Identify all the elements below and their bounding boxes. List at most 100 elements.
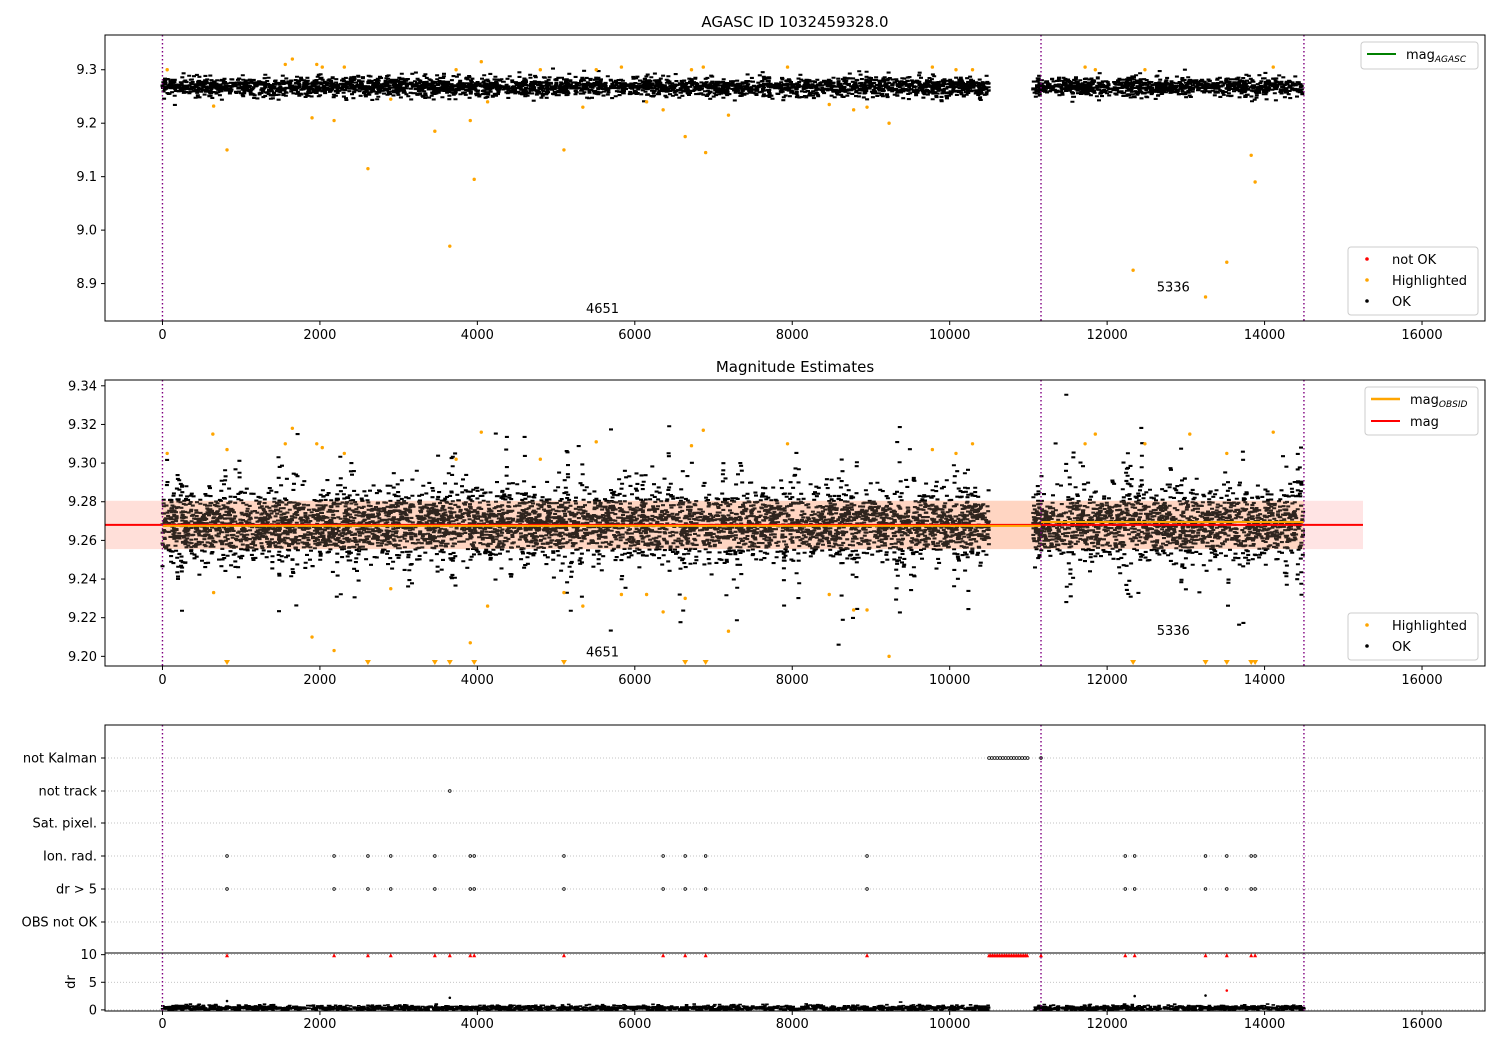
highlighted-point — [1271, 65, 1275, 69]
legend-marker — [1365, 299, 1369, 303]
below-limit-marker — [1248, 660, 1255, 665]
highlighted-point — [1203, 295, 1208, 299]
flag-point — [448, 789, 452, 793]
x-tick-label: 6000 — [618, 673, 651, 688]
highlighted-point — [851, 108, 856, 112]
legend-label: mag — [1410, 415, 1439, 430]
highlighted-point — [1225, 451, 1229, 456]
y-axis: 0 5 10 — [80, 948, 105, 1018]
legend-label: Highlighted — [1392, 619, 1467, 634]
dr-gridlines — [105, 954, 1485, 1011]
highlighted-point — [661, 610, 665, 614]
dr-clipped-marker — [447, 953, 452, 958]
dr-clipped-markers — [225, 953, 1258, 958]
flag-point — [562, 854, 566, 858]
flag-point — [1203, 887, 1208, 891]
highlighted-points — [165, 57, 1275, 299]
highlighted-point — [472, 177, 476, 182]
dr-clipped-marker — [683, 953, 688, 958]
x-tick-label: 2000 — [303, 1017, 336, 1032]
below-limit-marker — [1223, 660, 1230, 665]
y-tick-label: 9.26 — [68, 534, 97, 549]
highlighted-point — [1093, 432, 1098, 436]
highlighted-point — [454, 457, 458, 461]
highlighted-point — [332, 648, 336, 653]
x-tick-label: 8000 — [776, 673, 809, 688]
x-tick-label: 0 — [158, 673, 166, 688]
highlighted-point — [485, 100, 490, 104]
highlighted-point — [954, 68, 958, 72]
x-tick-label: 6000 — [618, 328, 651, 343]
flag-point — [366, 854, 370, 858]
obsid-boundaries — [161, 725, 1305, 953]
highlighted-point — [1225, 260, 1229, 264]
highlighted-point — [954, 451, 958, 456]
dr-outlier — [1225, 989, 1229, 992]
flag-point — [1249, 887, 1253, 891]
flag-labels: not Kalman not track Sat. pixel. Ion. rad. d… — [22, 752, 105, 931]
highlighted-point — [366, 166, 370, 171]
flag-point — [1253, 887, 1257, 891]
flag-point — [703, 854, 708, 858]
highlighted-point — [1253, 180, 1257, 184]
y-tick-label: 9.22 — [68, 611, 97, 626]
y-tick-label: 9.1 — [76, 170, 97, 185]
below-limit-marker — [446, 660, 453, 665]
highlighted-point — [310, 116, 314, 120]
highlighted-point — [619, 592, 624, 597]
y-axis: 8.9 9.0 9.1 9.2 9.3 — [76, 63, 105, 292]
highlighted-point — [865, 105, 869, 109]
x-tick-label: 6000 — [618, 1017, 651, 1032]
x-tick-label: 10000 — [929, 328, 970, 343]
dr-clipped-marker — [561, 953, 566, 958]
legend-label: Highlighted — [1392, 274, 1467, 289]
flag-point — [332, 887, 336, 891]
highlighted-point — [726, 113, 731, 117]
x-tick-label: 12000 — [1086, 1017, 1127, 1032]
dr-outlier — [1204, 994, 1207, 997]
panel-title: Magnitude Estimates — [716, 358, 874, 376]
highlighted-point — [538, 68, 543, 72]
y-tick-label: 9.32 — [68, 418, 97, 433]
dr-clipped-marker — [388, 953, 393, 958]
y-tick-label: 9.3 — [76, 63, 97, 78]
highlighted-point — [320, 65, 324, 69]
y-tick-label: 9.20 — [68, 650, 97, 665]
flag-label: not Kalman — [23, 752, 97, 767]
dr-point-cloud — [160, 1001, 1306, 1011]
flag-point — [366, 887, 370, 891]
x-axis: 0 2000 4000 6000 8000 10000 12000 14000 16000 — [158, 1011, 1443, 1032]
highlighted-point — [1093, 68, 1098, 72]
y-tick-label: 9.30 — [68, 457, 97, 472]
below-limit-marker — [1130, 660, 1137, 665]
dr-clipped-marker — [432, 953, 437, 958]
highlighted-point — [701, 65, 705, 69]
x-tick-label: 10000 — [929, 1017, 970, 1032]
highlighted-point — [485, 604, 490, 608]
flag-point — [1123, 854, 1127, 858]
highlighted-point — [619, 65, 624, 69]
highlighted-point — [887, 654, 891, 659]
below-limit-marker — [431, 660, 438, 665]
dr-clipped-marker — [332, 953, 337, 958]
legend-marker — [1365, 644, 1369, 648]
highlighted-point — [644, 592, 649, 597]
highlighted-point — [1143, 442, 1147, 446]
highlighted-point — [165, 68, 169, 72]
legend-label: not OK — [1392, 253, 1437, 268]
legend-marker — [1365, 278, 1369, 282]
dr-clipped-marker — [1025, 953, 1030, 958]
highlighted-point — [930, 447, 935, 452]
flag-point — [562, 887, 566, 891]
legend-box — [1360, 41, 1479, 70]
highlighted-point — [785, 442, 790, 446]
y-tick-label: 0 — [89, 1003, 97, 1018]
highlighted-point — [1249, 153, 1253, 157]
panel-frame — [104, 34, 1486, 322]
legend-status: Highlighted OK — [1347, 612, 1479, 661]
flag-point — [865, 854, 869, 858]
highlighted-point — [283, 442, 287, 446]
dr-clipped-marker — [865, 953, 870, 958]
